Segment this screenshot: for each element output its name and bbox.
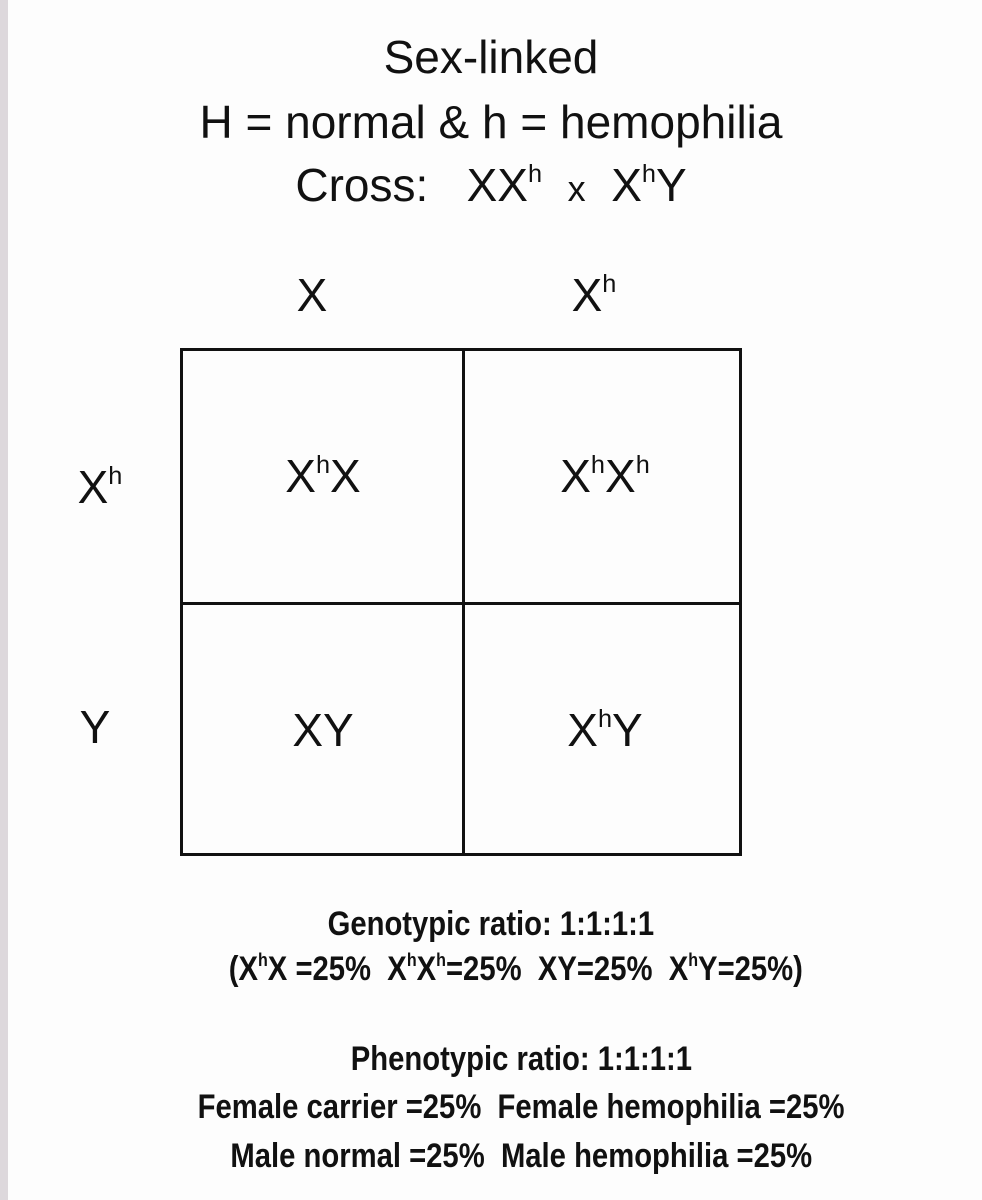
genotype-item: XY=25% [538, 950, 653, 988]
genotype: XY [538, 950, 577, 988]
allele-superscript: h [258, 948, 268, 970]
allele-superscript: h [527, 160, 543, 189]
phenotypic-line-2: Male normal =25% Male hemophilia =25% [230, 1137, 812, 1175]
allele-base: X [285, 450, 316, 502]
allele-base: X [538, 950, 558, 988]
allele-base: X [611, 159, 642, 211]
allele-superscript: h [602, 270, 617, 299]
allele-base: X [387, 950, 407, 988]
punnett-cell: XY [183, 703, 463, 757]
phenotypic-line-2-row: Male normal =25% Male hemophilia =25% [30, 1137, 982, 1176]
genotype-item: XhX =25% [239, 950, 372, 988]
female-genotype: XXh [467, 159, 542, 211]
genotype: XhY [669, 950, 718, 988]
allele-base: Y [79, 701, 111, 753]
allele-base: X [668, 950, 689, 988]
genotypic-breakdown-row: (XhX =25% XhXh=25% XY=25% XhY=25%) [25, 950, 982, 989]
allele-superscript: h [597, 705, 613, 734]
allele-superscript: h [436, 948, 447, 970]
allele-base: X [571, 269, 603, 321]
diagram-title: Sex-linked [383, 31, 599, 83]
allele-base: Y [698, 950, 718, 988]
genotype: XhX [239, 950, 288, 988]
allele-base: X [267, 950, 288, 988]
left-edge-strip [0, 0, 8, 1200]
allele-superscript: h [406, 948, 417, 970]
genotype-percent: =25% [717, 950, 794, 988]
genotype-item: XhXh=25% [387, 950, 521, 988]
cross-symbol: x [567, 168, 586, 209]
phenotypic-heading-row: Phenotypic ratio: 1:1:1:1 [30, 1040, 982, 1079]
allele-superscript: h [641, 160, 656, 189]
genotypic-heading-row: Genotypic ratio: 1:1:1:1 [0, 905, 982, 944]
genotype-percent: =25% [446, 950, 522, 988]
allele-legend: H = normal & h = hemophilia [199, 96, 783, 148]
genotype: XhXh [387, 950, 446, 988]
column-header-1: X [212, 268, 412, 322]
allele-superscript: h [108, 462, 123, 491]
genotype-percent: =25% [287, 950, 372, 988]
punnett-cell: XhX [183, 449, 463, 503]
allele-base: X [605, 450, 636, 502]
male-genotype: XhY [611, 159, 686, 211]
allele-superscript: h [590, 451, 605, 480]
allele-base: X [497, 159, 528, 211]
allele-base: Y [323, 704, 354, 756]
allele-base: Y [612, 704, 643, 756]
allele-base: X [238, 950, 259, 988]
punnett-cell: XhY [465, 703, 745, 757]
genotypic-breakdown: (XhX =25% XhXh=25% XY=25% XhY=25%) [229, 950, 803, 989]
grid-divider-horizontal [183, 602, 739, 605]
allele-base: X [77, 461, 109, 513]
row-header-1: Xh [0, 460, 200, 514]
genotype-item: XhY=25% [669, 950, 793, 988]
allele-base: X [292, 704, 323, 756]
phenotypic-heading: Phenotypic ratio: 1:1:1:1 [350, 1040, 692, 1078]
allele-base: X [330, 450, 361, 502]
allele-base: X [416, 950, 437, 988]
allele-base: X [466, 159, 498, 211]
open-paren: ( [228, 950, 239, 988]
column-header-2: Xh [494, 268, 694, 322]
allele-base: Y [557, 950, 578, 988]
punnett-cell: XhXh [465, 449, 745, 503]
allele-base: Y [655, 159, 687, 211]
allele-superscript: h [635, 451, 650, 480]
row-header-2: Y [0, 700, 195, 754]
phenotypic-line-1: Female carrier =25% Female hemophilia =2… [197, 1088, 845, 1126]
genotypic-heading: Genotypic ratio: 1:1:1:1 [327, 905, 655, 943]
punnett-square: XhX XhXh XY XhY [180, 348, 742, 856]
allele-base: X [567, 704, 598, 756]
close-paren: ) [793, 950, 804, 988]
allele-base: X [560, 450, 591, 502]
allele-superscript: h [688, 948, 699, 970]
cross-line: Cross: XXh x XhY [0, 158, 982, 212]
allele-superscript: h [315, 451, 331, 480]
genotype-percent: =25% [577, 950, 653, 988]
phenotypic-line-1-row: Female carrier =25% Female hemophilia =2… [30, 1088, 982, 1127]
cross-label: Cross: [295, 159, 429, 211]
allele-base: X [296, 269, 328, 321]
